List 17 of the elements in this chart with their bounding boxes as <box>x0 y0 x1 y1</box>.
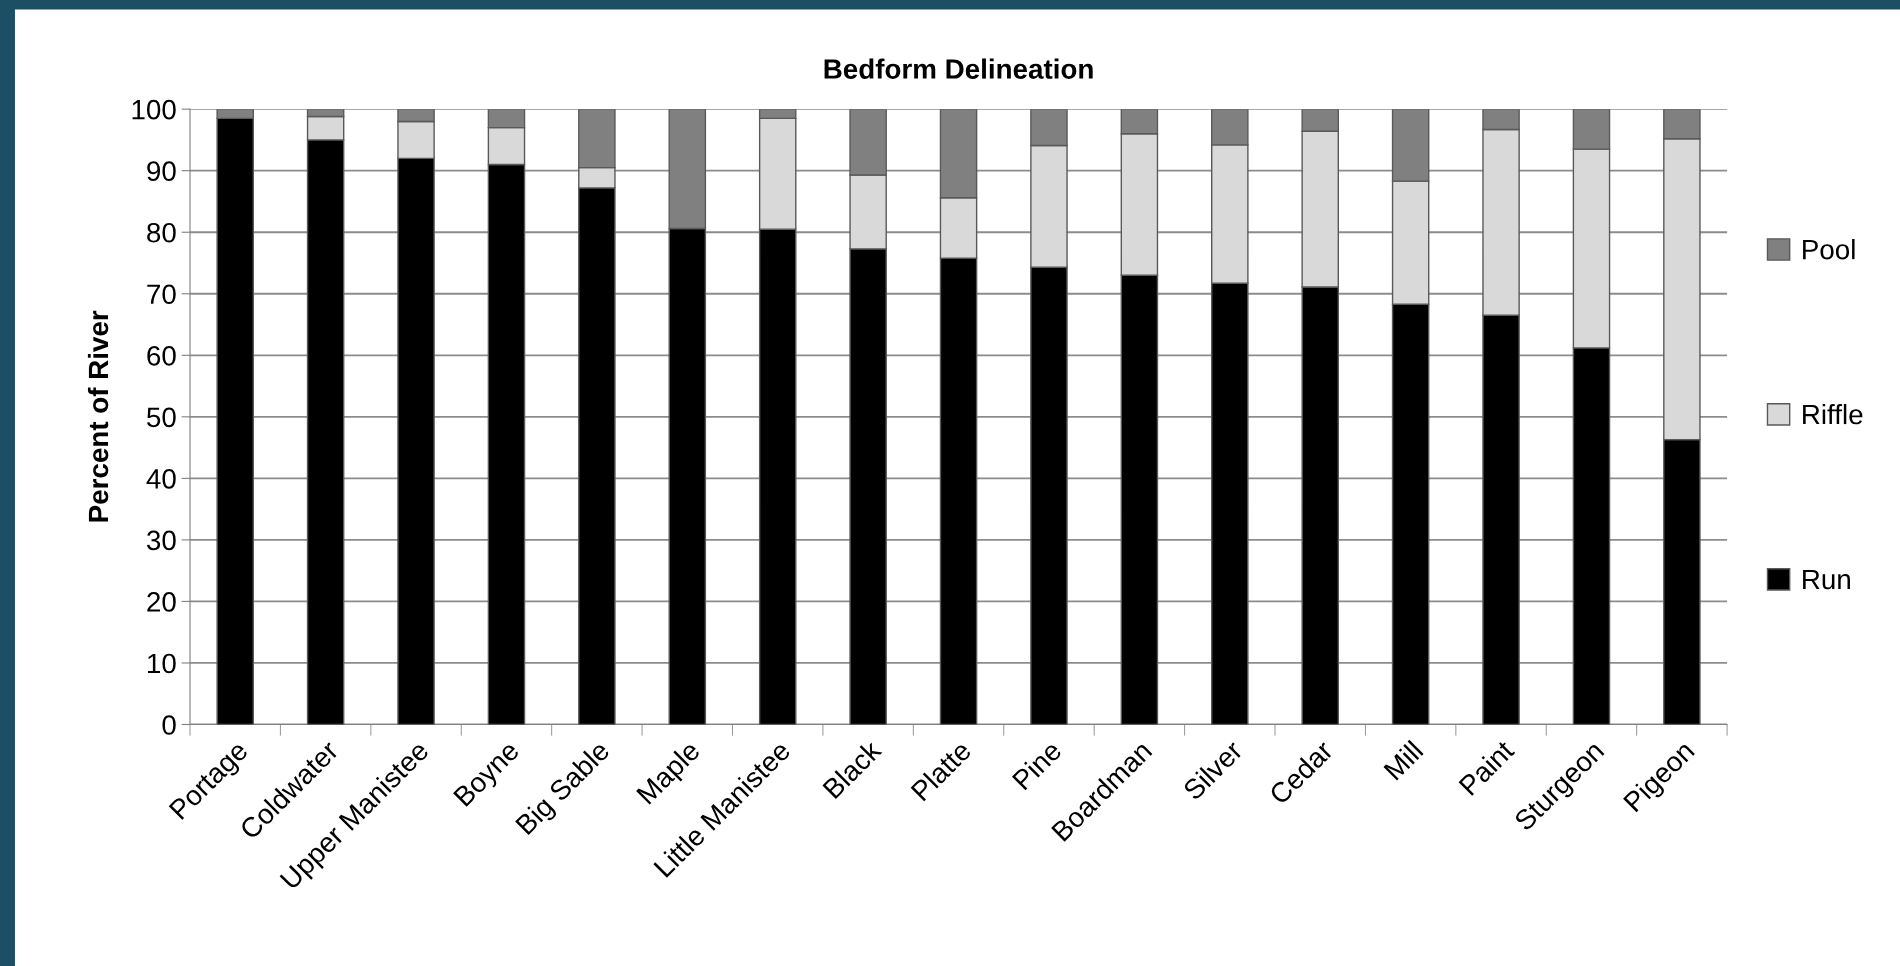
y-tick-label: 70 <box>147 284 176 305</box>
y-tick-label: 60 <box>147 345 176 366</box>
chart-title: Bedform Delineation <box>824 58 1093 79</box>
y-tick-label: 10 <box>148 653 176 674</box>
x-tick-label: Mill <box>1382 739 1424 781</box>
legend-label: Riffle <box>1803 403 1863 425</box>
y-tick-label: 90 <box>147 161 176 182</box>
y-tick-label: 40 <box>146 469 176 489</box>
legend-label: Run <box>1803 569 1850 590</box>
y-tick-label: 0 <box>162 715 176 735</box>
y-tick-label: 30 <box>146 530 176 551</box>
y-tick-label: 50 <box>147 407 176 428</box>
legend-label: Pool <box>1803 239 1855 260</box>
y-tick-label: 100 <box>132 99 176 120</box>
y-axis-title: Percent of River <box>87 310 109 522</box>
y-tick-label: 20 <box>147 592 176 612</box>
y-tick-label: 80 <box>147 222 176 243</box>
